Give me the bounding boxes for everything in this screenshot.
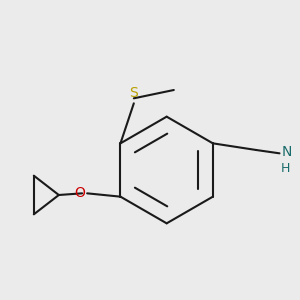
Text: H: H (281, 162, 291, 175)
Text: S: S (129, 86, 138, 100)
Text: O: O (75, 186, 86, 200)
Text: N: N (281, 145, 292, 159)
